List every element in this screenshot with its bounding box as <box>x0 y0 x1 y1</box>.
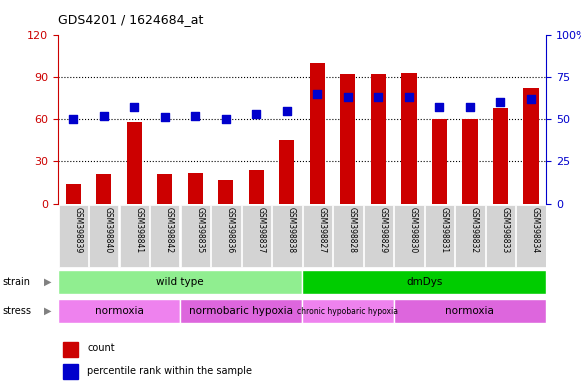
Point <box>191 113 200 119</box>
Point <box>496 99 505 105</box>
Point <box>313 91 322 97</box>
FancyBboxPatch shape <box>394 299 546 323</box>
Text: GSM398835: GSM398835 <box>195 207 205 253</box>
FancyBboxPatch shape <box>150 205 180 268</box>
Text: wild type: wild type <box>156 277 204 287</box>
Point <box>160 114 170 121</box>
Bar <box>462 119 478 204</box>
Point <box>404 94 414 100</box>
Bar <box>96 174 112 204</box>
FancyBboxPatch shape <box>364 205 393 268</box>
FancyBboxPatch shape <box>58 299 180 323</box>
Bar <box>188 172 203 204</box>
Text: GSM398840: GSM398840 <box>104 207 113 253</box>
Text: normoxia: normoxia <box>95 306 144 316</box>
Text: GSM398830: GSM398830 <box>409 207 418 253</box>
Text: dmDys: dmDys <box>406 277 442 287</box>
Bar <box>63 342 78 356</box>
Text: GSM398833: GSM398833 <box>500 207 510 253</box>
Text: percentile rank within the sample: percentile rank within the sample <box>87 366 252 376</box>
Point <box>99 113 109 119</box>
Text: chronic hypobaric hypoxia: chronic hypobaric hypoxia <box>297 306 399 316</box>
Point <box>282 108 292 114</box>
FancyBboxPatch shape <box>180 299 302 323</box>
Text: GSM398831: GSM398831 <box>439 207 449 253</box>
FancyBboxPatch shape <box>59 205 88 268</box>
Text: count: count <box>87 343 115 353</box>
FancyBboxPatch shape <box>486 205 515 268</box>
Text: normobaric hypoxia: normobaric hypoxia <box>189 306 293 316</box>
FancyBboxPatch shape <box>211 205 241 268</box>
Text: GSM398838: GSM398838 <box>287 207 296 253</box>
Bar <box>523 88 539 204</box>
Bar <box>249 170 264 204</box>
Text: GSM398827: GSM398827 <box>317 207 327 253</box>
Bar <box>218 180 234 204</box>
Text: ▶: ▶ <box>44 306 51 316</box>
FancyBboxPatch shape <box>456 205 485 268</box>
Point <box>130 104 139 110</box>
Text: GSM398842: GSM398842 <box>165 207 174 253</box>
Point <box>435 104 444 110</box>
Point <box>343 94 353 100</box>
Text: GSM398836: GSM398836 <box>226 207 235 253</box>
FancyBboxPatch shape <box>333 205 363 268</box>
Bar <box>127 122 142 204</box>
Bar <box>63 364 78 379</box>
FancyBboxPatch shape <box>58 270 302 294</box>
FancyBboxPatch shape <box>242 205 271 268</box>
FancyBboxPatch shape <box>89 205 119 268</box>
Text: GSM398837: GSM398837 <box>256 207 266 253</box>
Text: GSM398839: GSM398839 <box>73 207 83 253</box>
Point <box>374 94 383 100</box>
Bar <box>66 184 81 204</box>
Bar <box>432 119 447 204</box>
Bar <box>493 108 508 204</box>
FancyBboxPatch shape <box>303 205 332 268</box>
Text: GSM398834: GSM398834 <box>531 207 540 253</box>
Text: GDS4201 / 1624684_at: GDS4201 / 1624684_at <box>58 13 203 26</box>
Point <box>221 116 231 122</box>
Point <box>526 96 536 102</box>
Text: GSM398832: GSM398832 <box>470 207 479 253</box>
Point <box>69 116 78 122</box>
Bar <box>340 74 356 204</box>
Text: normoxia: normoxia <box>446 306 494 316</box>
FancyBboxPatch shape <box>425 205 454 268</box>
Bar <box>371 74 386 204</box>
Bar <box>279 140 295 204</box>
FancyBboxPatch shape <box>302 270 546 294</box>
Text: stress: stress <box>3 306 32 316</box>
Text: GSM398841: GSM398841 <box>134 207 144 253</box>
Bar <box>310 63 325 204</box>
Point <box>252 111 261 117</box>
Bar <box>401 73 417 204</box>
Text: GSM398829: GSM398829 <box>378 207 388 253</box>
FancyBboxPatch shape <box>517 205 546 268</box>
Text: ▶: ▶ <box>44 277 51 287</box>
FancyBboxPatch shape <box>120 205 149 268</box>
FancyBboxPatch shape <box>181 205 210 268</box>
Point <box>465 104 475 110</box>
FancyBboxPatch shape <box>394 205 424 268</box>
FancyBboxPatch shape <box>272 205 302 268</box>
Text: strain: strain <box>3 277 31 287</box>
Text: GSM398828: GSM398828 <box>348 207 357 253</box>
Bar <box>157 174 173 204</box>
FancyBboxPatch shape <box>302 299 394 323</box>
